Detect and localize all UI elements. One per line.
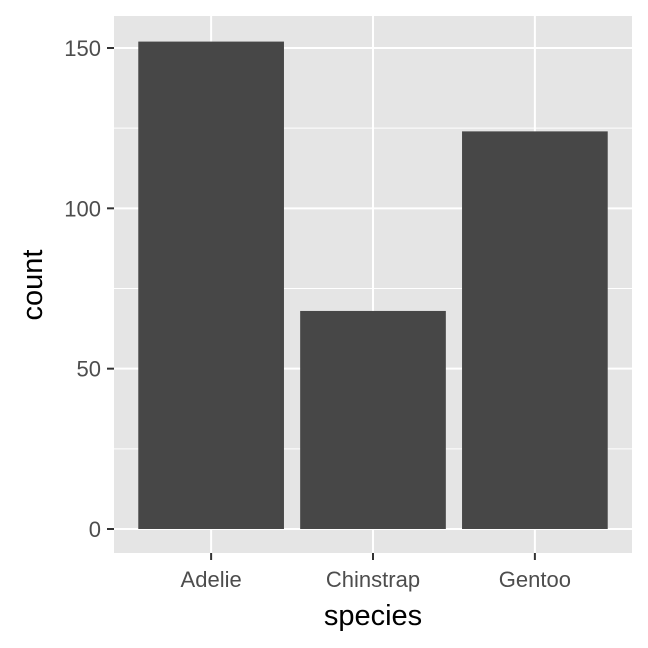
y-tick-label: 0	[89, 517, 101, 542]
bar-gentoo	[462, 131, 608, 529]
x-axis-title: species	[324, 600, 422, 632]
x-tick-label: Adelie	[181, 567, 242, 592]
bar-chinstrap	[300, 310, 446, 529]
x-tick-label: Chinstrap	[326, 567, 420, 592]
bar-adelie	[138, 41, 284, 529]
y-tick-label: 100	[64, 196, 101, 221]
bars	[138, 41, 608, 529]
x-tick-label: Gentoo	[499, 567, 571, 592]
y-axis: 0 50 100 150	[64, 36, 114, 542]
y-tick-label: 50	[77, 357, 101, 382]
y-axis-title: count	[17, 250, 49, 321]
x-axis: Adelie Chinstrap Gentoo	[181, 553, 571, 592]
y-tick-label: 150	[64, 36, 101, 61]
